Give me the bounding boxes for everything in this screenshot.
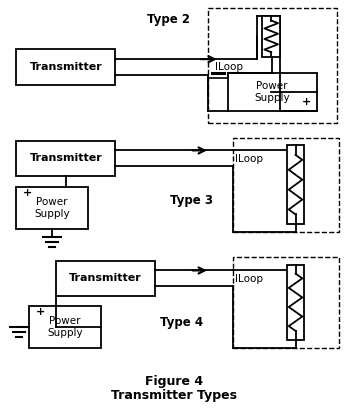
Text: Figure 4: Figure 4 bbox=[145, 375, 203, 388]
Text: ILoop: ILoop bbox=[215, 62, 243, 72]
Text: Type 2: Type 2 bbox=[147, 13, 190, 26]
Text: +: + bbox=[36, 307, 45, 317]
Text: Transmitter: Transmitter bbox=[69, 273, 142, 284]
Text: Power
Supply: Power Supply bbox=[47, 316, 83, 338]
Text: Transmitter: Transmitter bbox=[30, 153, 102, 164]
Bar bbox=[16, 187, 88, 229]
Bar bbox=[287, 265, 304, 340]
Text: Power
Supply: Power Supply bbox=[254, 81, 290, 103]
Text: +: + bbox=[302, 97, 311, 107]
Bar bbox=[16, 141, 116, 176]
Text: +: + bbox=[23, 188, 32, 198]
Bar bbox=[29, 306, 101, 348]
Text: Transmitter: Transmitter bbox=[30, 62, 102, 72]
Bar bbox=[232, 256, 339, 348]
Text: ILoop: ILoop bbox=[235, 155, 262, 164]
Text: Type 4: Type 4 bbox=[160, 316, 203, 328]
Bar bbox=[56, 261, 155, 296]
Bar bbox=[16, 49, 116, 85]
Bar bbox=[208, 7, 337, 122]
Text: Power
Supply: Power Supply bbox=[34, 197, 70, 219]
Text: ILoop: ILoop bbox=[235, 275, 262, 284]
Bar bbox=[262, 16, 280, 57]
Bar bbox=[232, 138, 339, 232]
Bar bbox=[228, 73, 317, 111]
Text: Transmitter Types: Transmitter Types bbox=[111, 389, 237, 402]
Bar bbox=[287, 145, 304, 224]
Text: Type 3: Type 3 bbox=[170, 194, 213, 207]
